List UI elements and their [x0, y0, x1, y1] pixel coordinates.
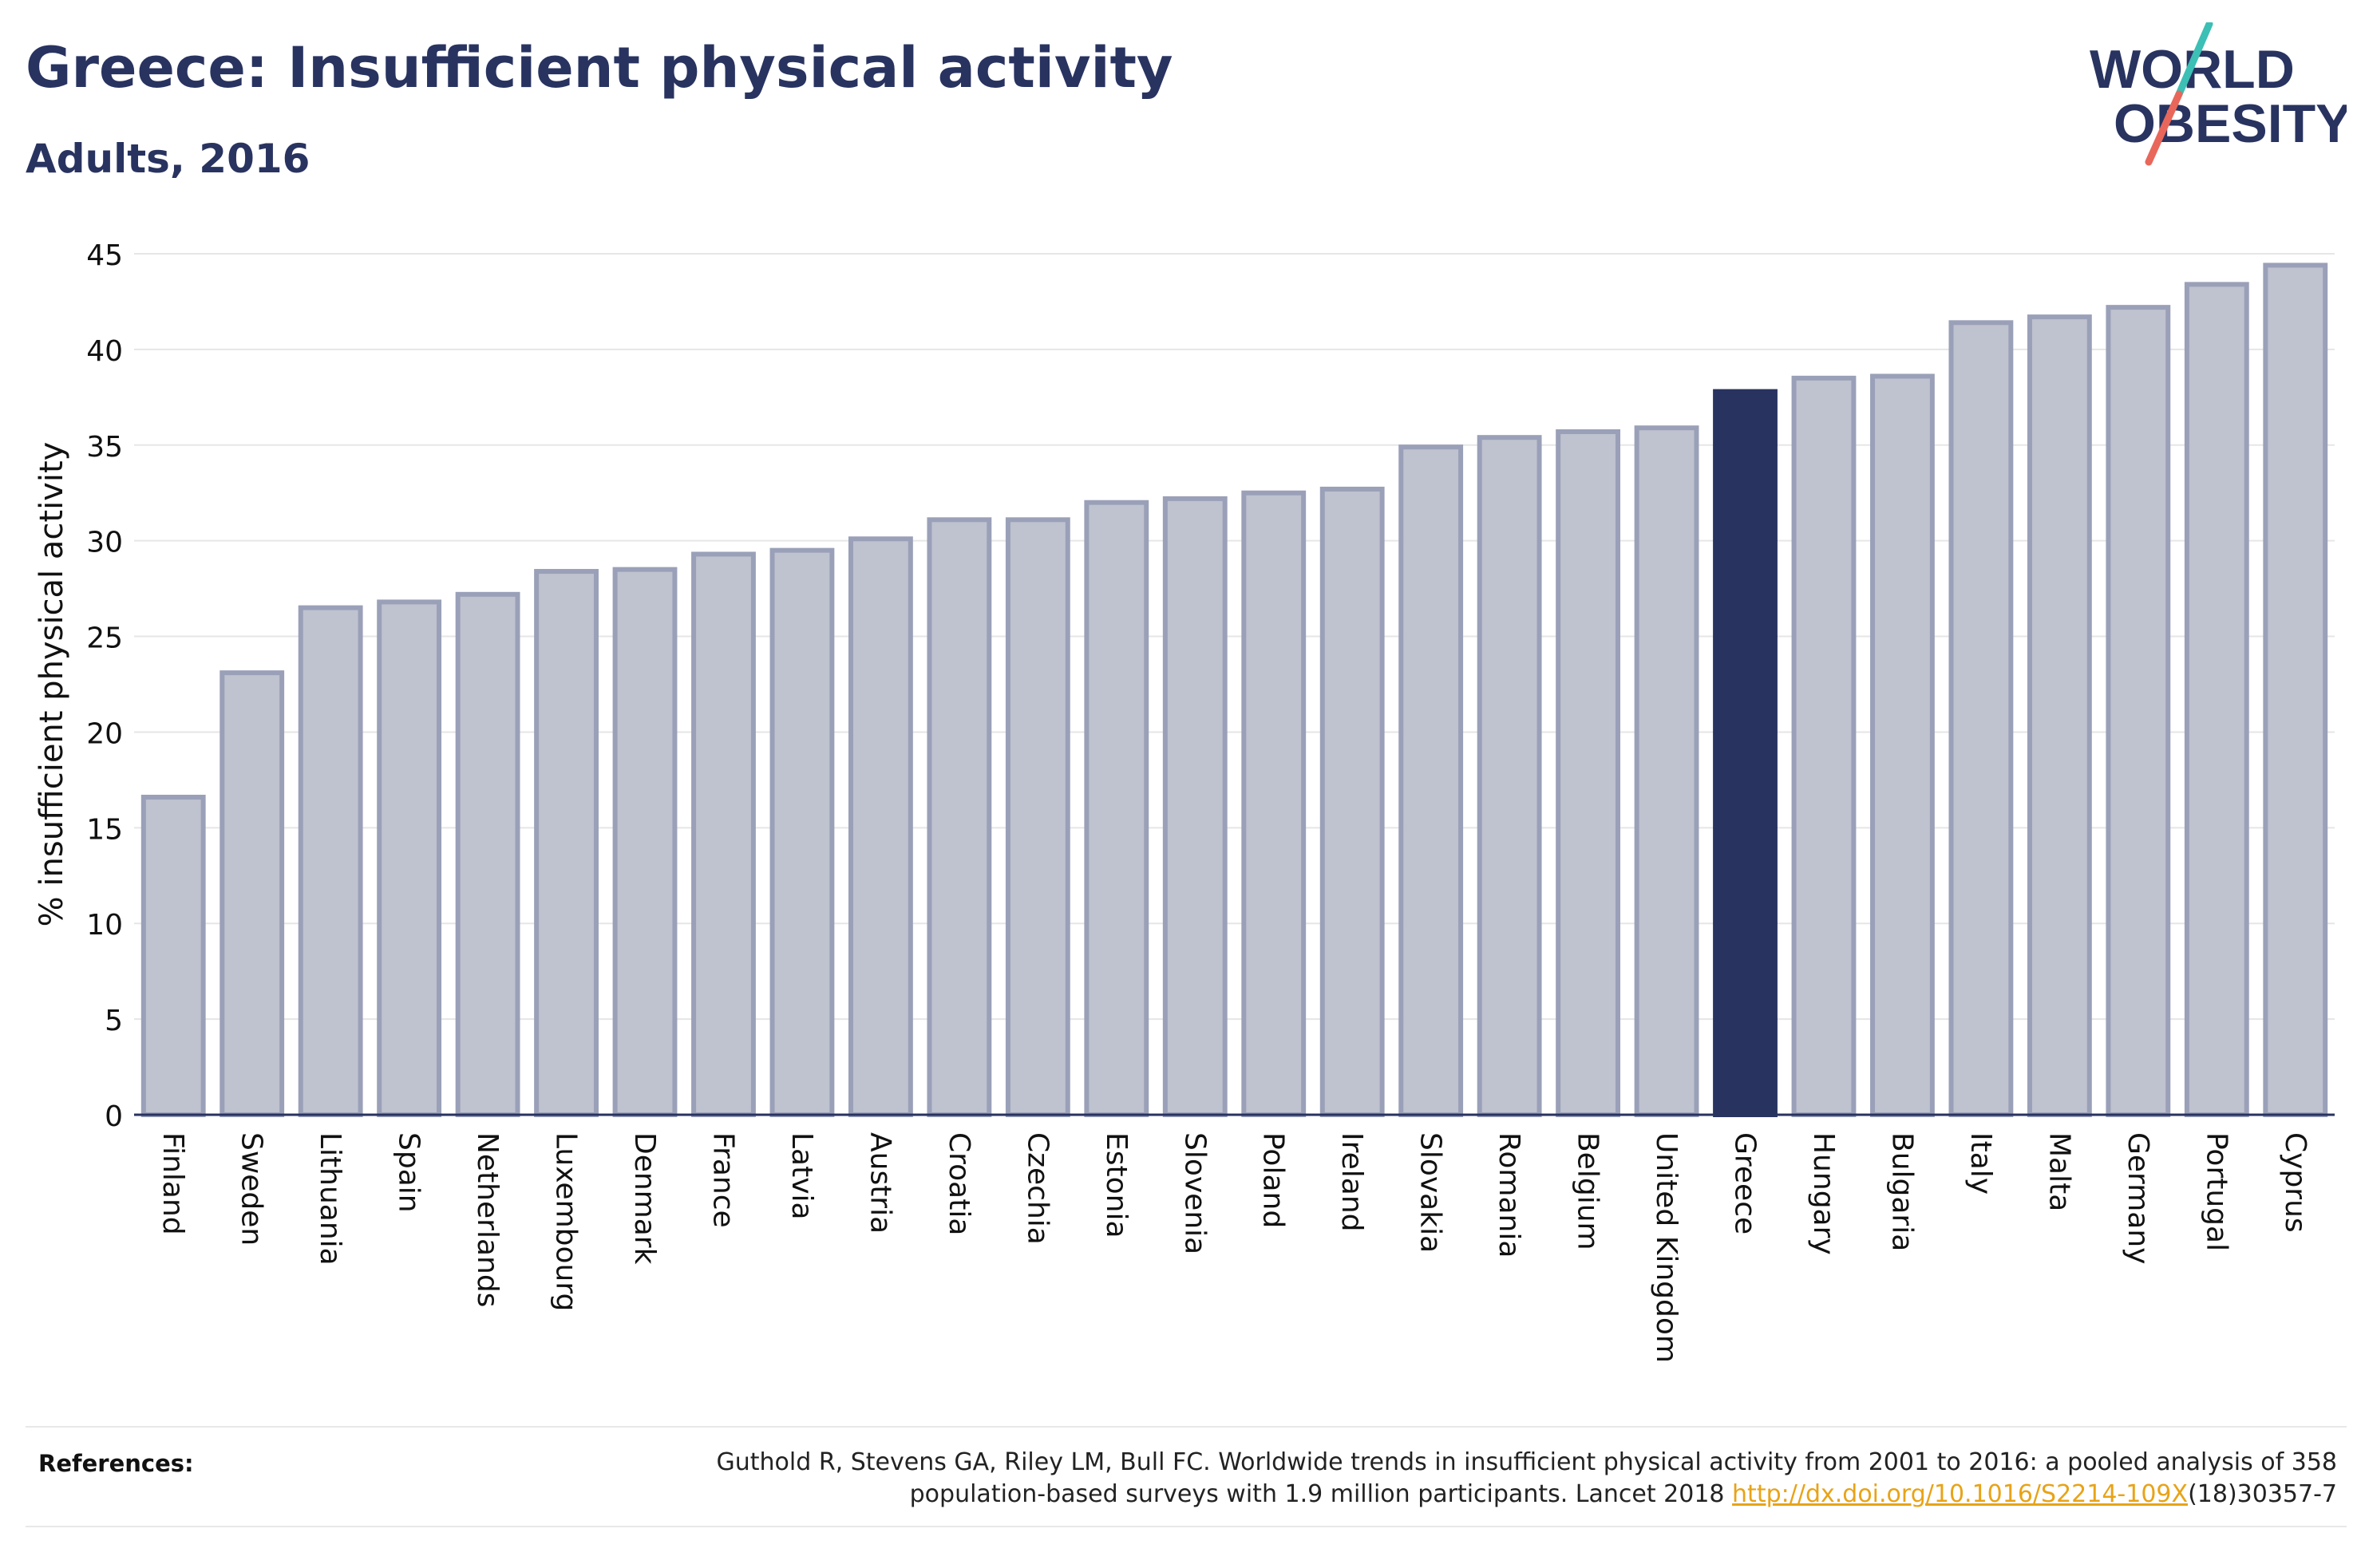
x-tick-label: Belgium — [1572, 1132, 1604, 1250]
x-tick-label: France — [706, 1132, 739, 1228]
world-obesity-logo: WORLD OBESITY — [2090, 22, 2347, 166]
x-tick-label: Croatia — [943, 1132, 975, 1235]
x-tick-label: Romania — [1493, 1132, 1525, 1258]
x-tick-label: Luxembourg — [550, 1132, 583, 1311]
bar — [1162, 496, 1228, 1117]
y-tick-label: 10 — [86, 909, 123, 942]
y-tick-label: 40 — [86, 335, 123, 368]
bar — [1634, 425, 1699, 1117]
bar — [1319, 486, 1385, 1117]
x-axis-tick-labels: Finland Sweden Lithuania Spain Netherlands Lu… — [156, 1132, 2312, 1363]
x-tick-label: Lithuania — [314, 1132, 346, 1266]
y-tick-label: 35 — [86, 431, 123, 464]
x-tick-label: Bulgaria — [1885, 1132, 1918, 1251]
bar — [612, 567, 678, 1117]
bar — [298, 605, 363, 1117]
x-tick-label: Spain — [393, 1132, 425, 1213]
x-tick-label: Malta — [2043, 1132, 2075, 1211]
x-tick-label: Slovakia — [1414, 1132, 1447, 1253]
x-tick-label: Italy — [1964, 1132, 1997, 1195]
bar — [455, 591, 520, 1117]
bar — [1556, 429, 1621, 1117]
y-tick-label: 45 — [86, 239, 123, 272]
y-tick-label: 20 — [86, 717, 123, 750]
x-tick-label: Cyprus — [2279, 1132, 2312, 1233]
bar — [2106, 305, 2171, 1118]
x-tick-label: Hungary — [1807, 1132, 1840, 1255]
x-tick-label: Netherlands — [471, 1132, 504, 1307]
logo-word-obesity: OBESITY — [2114, 93, 2347, 154]
bar-highlighted — [1713, 389, 1778, 1117]
page-title: Greece: Insufficient physical activity — [26, 35, 1173, 101]
bar — [1241, 490, 1307, 1117]
reference-line-2: population-based surveys with 1.9 millio… — [909, 1480, 1733, 1508]
bar — [691, 551, 756, 1117]
x-tick-label: Slovenia — [1178, 1132, 1211, 1254]
bar — [1084, 500, 1149, 1117]
x-tick-label: United Kingdom — [1650, 1132, 1683, 1363]
bar — [140, 794, 206, 1117]
bar — [1791, 375, 1857, 1118]
x-tick-label: Poland — [1257, 1132, 1290, 1228]
page-subtitle: Adults, 2016 — [26, 136, 310, 182]
x-tick-label: Estonia — [1100, 1132, 1133, 1238]
references-text: Guthold R, Stevens GA, Riley LM, Bull FC… — [501, 1447, 2337, 1511]
y-tick-label: 25 — [86, 622, 123, 655]
bar — [2184, 282, 2249, 1117]
bar — [219, 670, 285, 1117]
bar — [1477, 435, 1542, 1117]
x-tick-label: Germany — [2122, 1132, 2154, 1264]
x-tick-label: Latvia — [785, 1132, 818, 1220]
x-tick-label: Greece — [1729, 1132, 1762, 1234]
y-tick-label: 15 — [86, 813, 123, 846]
x-tick-label: Austria — [864, 1132, 896, 1234]
reference-doi-link[interactable]: http://dx.doi.org/10.1016/S2214-109X — [1732, 1480, 2189, 1508]
y-axis-ticks: 0 5 10 15 20 25 30 35 40 45 — [86, 239, 123, 1133]
bar — [2027, 314, 2092, 1118]
reference-line-2-suffix: (18)30357-7 — [2188, 1480, 2337, 1508]
bar — [848, 536, 913, 1117]
y-tick-label: 5 — [105, 1005, 123, 1037]
x-tick-label: Denmark — [628, 1132, 661, 1265]
x-tick-label: Czechia — [1021, 1132, 1054, 1245]
bar — [1005, 517, 1070, 1117]
bar-chart: 0 5 10 15 20 25 30 35 40 45 Finland Sweden Lithuani… — [34, 239, 2335, 1363]
bar — [769, 547, 835, 1117]
y-tick-label: 30 — [86, 527, 123, 559]
bar — [927, 517, 992, 1117]
x-tick-label: Finland — [156, 1132, 189, 1235]
bar — [2263, 263, 2328, 1117]
bar — [1870, 373, 1935, 1117]
bar — [534, 569, 599, 1117]
y-tick-label: 0 — [105, 1100, 123, 1133]
bars — [140, 263, 2328, 1118]
logo-slash-bottom — [2145, 90, 2183, 166]
bar — [377, 599, 442, 1117]
bar — [1398, 444, 1464, 1117]
x-tick-label: Portugal — [2200, 1132, 2232, 1251]
x-tick-label: Sweden — [235, 1132, 268, 1246]
reference-line-1: Guthold R, Stevens GA, Riley LM, Bull FC… — [716, 1448, 2337, 1476]
logo-slash-top — [2175, 22, 2213, 98]
references-panel: References: Guthold R, Stevens GA, Riley… — [26, 1426, 2347, 1527]
bar — [1948, 320, 2014, 1117]
y-axis-label: % insufficient physical activity — [34, 442, 70, 927]
references-label: References: — [38, 1450, 194, 1477]
x-tick-label: Ireland — [1335, 1132, 1368, 1232]
